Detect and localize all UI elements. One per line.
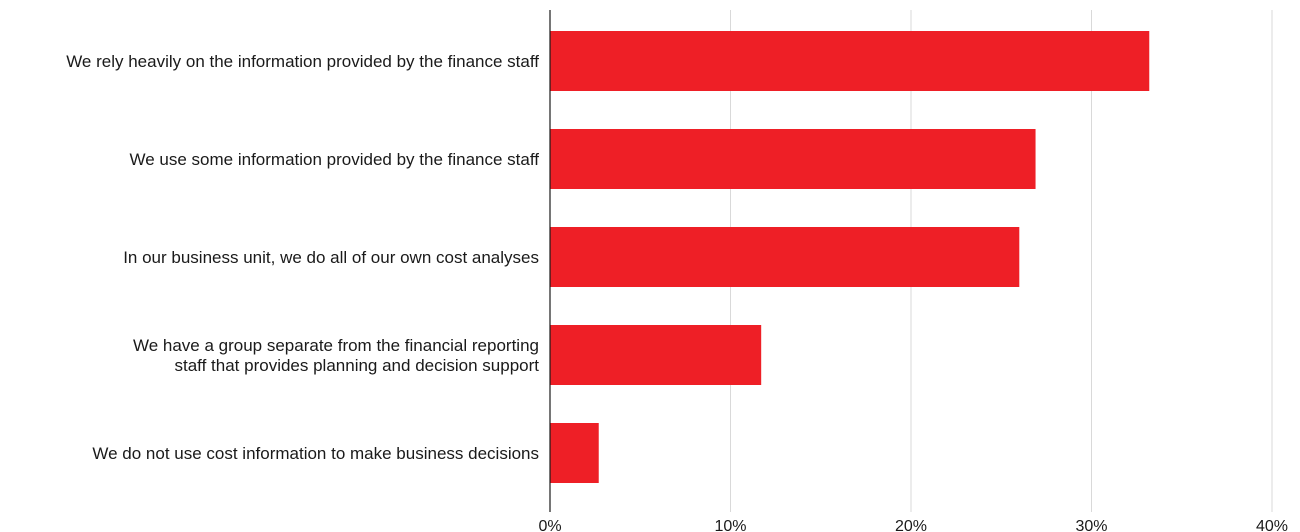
- bar: [550, 325, 762, 385]
- bars: [550, 31, 1150, 483]
- category-labels: We rely heavily on the information provi…: [66, 52, 539, 463]
- category-label-line: We do not use cost information to make b…: [92, 444, 539, 463]
- category-label: We use some information provided by the …: [130, 150, 540, 169]
- x-axis-tick-labels: 0% 10% 20% 30% 40%: [538, 518, 1288, 532]
- x-tick-label: 30%: [1075, 518, 1107, 532]
- x-tick-label: 20%: [895, 518, 927, 532]
- x-tick-label: 0%: [538, 518, 561, 532]
- category-label-line: staff that provides planning and decisio…: [175, 356, 540, 375]
- category-label: We have a group separate from the financ…: [133, 336, 539, 375]
- bar: [550, 31, 1150, 91]
- bar: [550, 129, 1036, 189]
- bar: [550, 227, 1020, 287]
- x-tick-label: 10%: [714, 518, 746, 532]
- x-tick-label: 40%: [1256, 518, 1288, 532]
- bar: [550, 423, 599, 483]
- category-label: In our business unit, we do all of our o…: [123, 248, 539, 267]
- category-label-line: In our business unit, we do all of our o…: [123, 248, 539, 267]
- category-label-line: We have a group separate from the financ…: [133, 336, 539, 355]
- category-label-line: We rely heavily on the information provi…: [66, 52, 539, 71]
- category-label: We rely heavily on the information provi…: [66, 52, 539, 71]
- category-label: We do not use cost information to make b…: [92, 444, 539, 463]
- category-label-line: We use some information provided by the …: [130, 150, 540, 169]
